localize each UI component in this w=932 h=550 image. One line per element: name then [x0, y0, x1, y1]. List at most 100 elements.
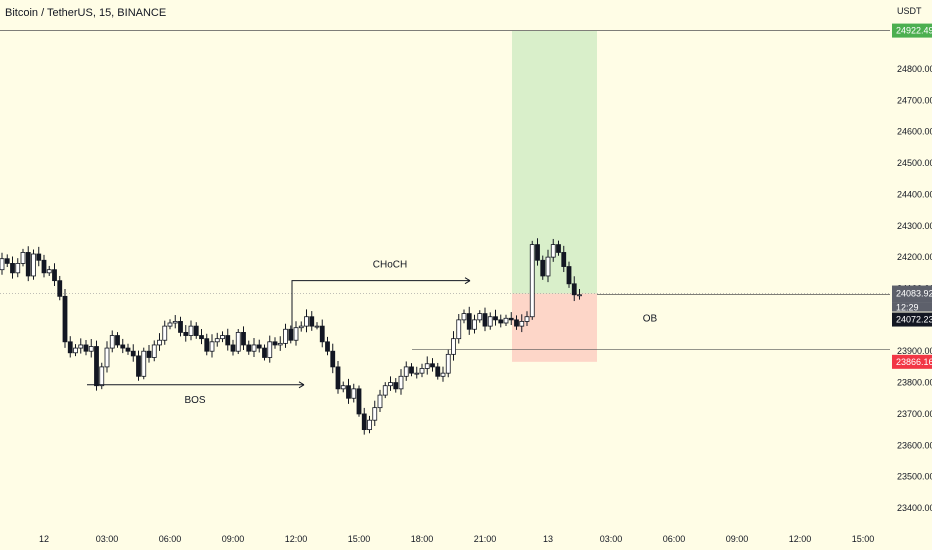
choch-line[interactable]: [291, 280, 470, 330]
candle-up: [577, 294, 582, 297]
x-tick-label: 06:00: [663, 534, 686, 544]
candle-up: [157, 339, 162, 346]
candle-up: [524, 316, 530, 322]
y-tick-label: 23700.00: [897, 409, 932, 419]
candle-down: [178, 321, 183, 333]
current-price-badge-text: 24083.92: [896, 289, 932, 299]
candle-up: [151, 344, 157, 358]
countdown-badge-text: 12:29: [896, 303, 919, 313]
candle-up: [141, 350, 147, 377]
candle-up: [419, 368, 425, 374]
candle-up: [351, 388, 357, 399]
candle-down: [361, 413, 367, 431]
candle-down: [199, 335, 204, 340]
y-tick-label: 23600.00: [897, 440, 932, 450]
candle-down: [230, 344, 236, 352]
candle-up: [403, 366, 409, 377]
target-badge-text: 24922.49: [896, 26, 932, 36]
candle-up: [214, 338, 220, 343]
candle-up: [78, 344, 84, 349]
x-tick-label: 21:00: [474, 534, 497, 544]
time-axis[interactable]: 12 03:00 06:00 09:00 12:00 15:00 18:00 21:00 13 0…: [39, 534, 874, 544]
candle-down: [41, 259, 47, 274]
y-tick-label: 23500.00: [897, 472, 932, 482]
candle-up: [424, 363, 430, 369]
y-tick-label: 24300.00: [897, 221, 932, 231]
candle-down: [540, 259, 546, 277]
x-tick-label: 12: [39, 534, 49, 544]
candle-down: [335, 366, 341, 390]
chart-annotations[interactable]: BOS CHoCH OB: [87, 260, 658, 406]
candle-down: [482, 313, 488, 327]
candle-up: [0, 258, 5, 271]
candle-down: [83, 344, 89, 352]
candle-series: [0, 238, 582, 435]
position-zones[interactable]: [512, 30, 597, 362]
x-tick-label: 03:00: [96, 534, 119, 544]
horizontal-lines: [0, 30, 890, 350]
candle-down: [67, 341, 73, 354]
y-tick-label: 24600.00: [897, 127, 932, 137]
candle-up: [188, 325, 194, 336]
candle-down: [120, 344, 126, 349]
candle-up: [388, 382, 393, 387]
candle-down: [356, 388, 362, 415]
candle-down: [125, 347, 131, 352]
y-tick-label: 24700.00: [897, 95, 932, 105]
x-tick-label: 09:00: [726, 534, 749, 544]
candle-down: [535, 244, 540, 261]
candle-down: [561, 252, 567, 267]
candle-up: [367, 419, 372, 431]
x-tick-label: 12:00: [285, 534, 308, 544]
candle-up: [487, 316, 493, 327]
y-tick-label: 23900.00: [897, 346, 932, 356]
candle-up: [220, 335, 225, 340]
x-tick-label: 15:00: [348, 534, 371, 544]
candle-down: [130, 350, 136, 357]
x-tick-label: 03:00: [600, 534, 623, 544]
candle-up: [283, 328, 288, 344]
x-tick-label: 13: [543, 534, 553, 544]
candle-down: [136, 355, 141, 377]
candle-up: [31, 253, 36, 277]
candle-down: [514, 319, 519, 327]
candle-down: [115, 335, 120, 346]
candle-down: [556, 244, 561, 253]
candle-up: [46, 269, 52, 274]
candle-up: [298, 325, 304, 329]
y-tick-label: 24500.00: [897, 158, 932, 168]
candle-down: [466, 313, 472, 330]
candle-up: [304, 316, 309, 327]
candle-up: [472, 319, 477, 330]
price-axis-badges: 24922.49 23866.16 24083.92 12:29 24072.23: [892, 23, 932, 369]
candle-up: [440, 372, 446, 377]
candle-up: [251, 344, 257, 352]
stop-badge-bg: [892, 354, 932, 369]
candle-up: [519, 321, 525, 327]
y-tick-label: 23400.00: [897, 503, 932, 513]
candle-up: [104, 347, 110, 368]
current-price-badge-bg: [892, 285, 932, 303]
price-label-badge-text: 24072.23: [896, 315, 932, 325]
candle-down: [183, 331, 189, 336]
bos-arrowhead: [298, 381, 305, 389]
candle-down: [566, 266, 572, 285]
candle-up: [167, 322, 173, 327]
candle-up: [15, 263, 21, 274]
price-label-badge-bg: [892, 312, 932, 327]
candle-down: [272, 341, 278, 346]
candle-down: [393, 382, 399, 390]
candle-down: [409, 366, 414, 374]
candle-down: [288, 328, 294, 341]
candle-down: [430, 363, 435, 368]
candle-up: [451, 338, 456, 355]
candle-up: [461, 313, 467, 321]
candle-down: [435, 366, 441, 377]
candle-up: [377, 394, 383, 409]
candle-down: [25, 252, 31, 277]
candle-up: [162, 325, 168, 341]
stop-zone[interactable]: [512, 293, 597, 362]
candle-up: [340, 385, 346, 390]
x-tick-label: 12:00: [789, 534, 812, 544]
